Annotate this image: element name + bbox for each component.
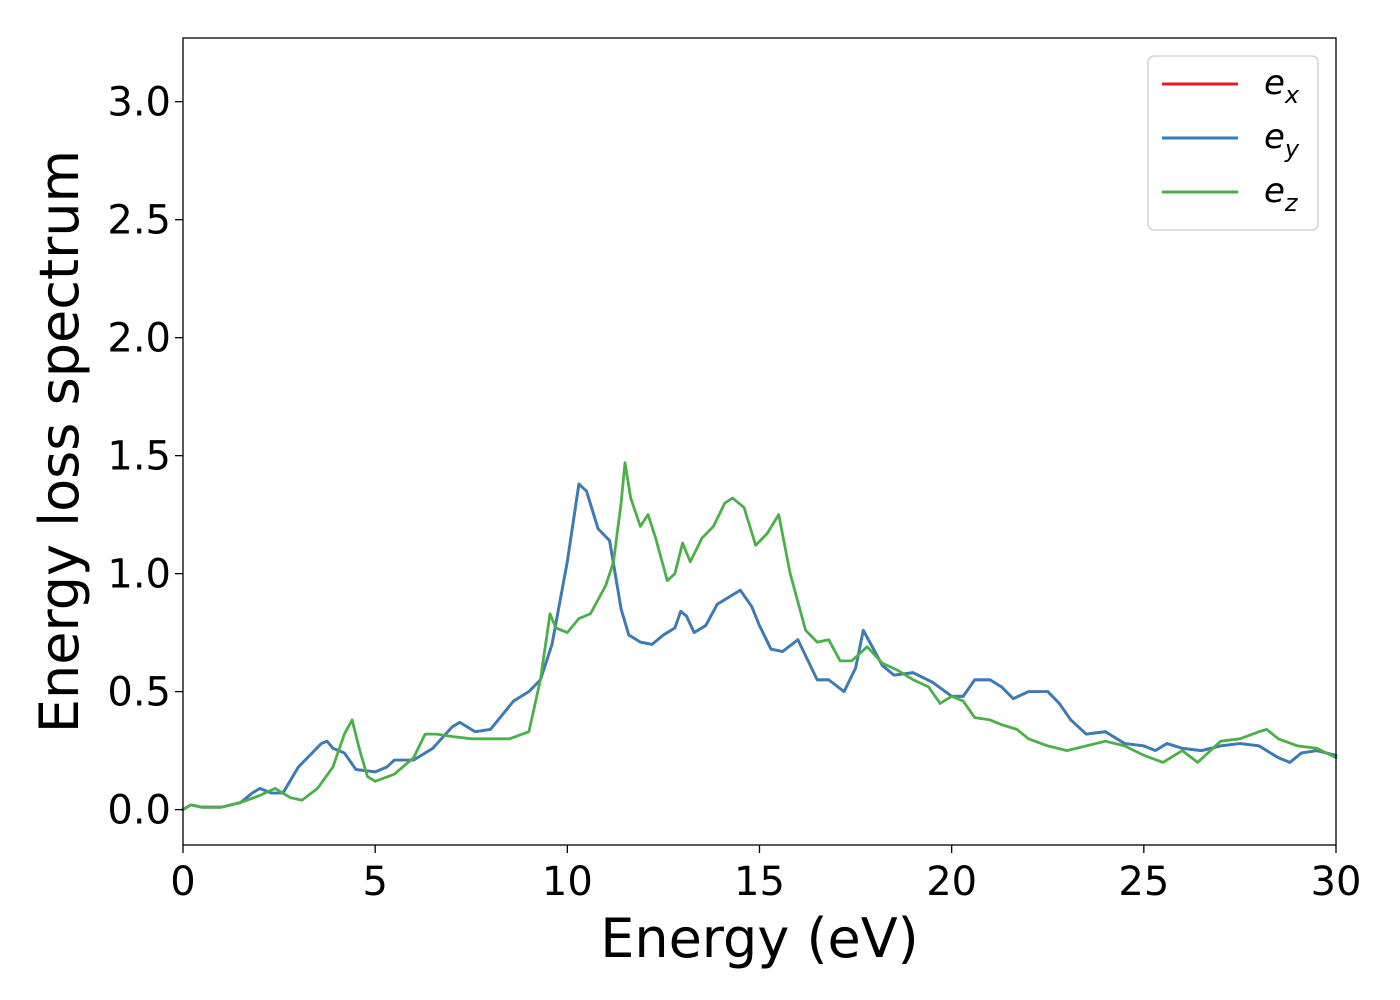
x-tick-label: 25 [1118, 859, 1169, 905]
x-tick-label: 0 [170, 859, 195, 905]
y-tick-label: 1.5 [107, 434, 171, 480]
y-tick-label: 0.5 [107, 670, 171, 716]
x-tick-label: 5 [362, 859, 387, 905]
x-tick-label: 10 [542, 859, 593, 905]
x-axis-label: Energy (eV) [600, 907, 919, 970]
y-axis-label: Energy loss spectrum [28, 150, 91, 733]
legend-label-z: ez [1264, 171, 1299, 217]
y-tick-label: 2.0 [107, 316, 171, 362]
y-tick-label: 1.0 [107, 552, 171, 598]
x-tick-label: 15 [734, 859, 785, 905]
legend-box [1147, 55, 1319, 231]
y-tick-label: 2.5 [107, 198, 171, 244]
series-layer [181, 461, 1338, 811]
y-tick-label: 0.0 [107, 788, 171, 834]
series-line-y [181, 482, 1338, 811]
x-axis: 0 5 10 15 20 25 30 [170, 845, 1361, 905]
y-axis: 0.0 0.5 1.0 1.5 2.0 2.5 3.0 [107, 80, 183, 834]
legend-label-x: ex [1264, 63, 1300, 109]
legend: ex ey ez [1147, 55, 1319, 231]
x-tick-label: 20 [926, 859, 977, 905]
legend-label-y: ey [1264, 117, 1300, 163]
x-tick-label: 30 [1311, 859, 1362, 905]
series-line-z [181, 461, 1338, 811]
y-tick-label: 3.0 [107, 80, 171, 126]
